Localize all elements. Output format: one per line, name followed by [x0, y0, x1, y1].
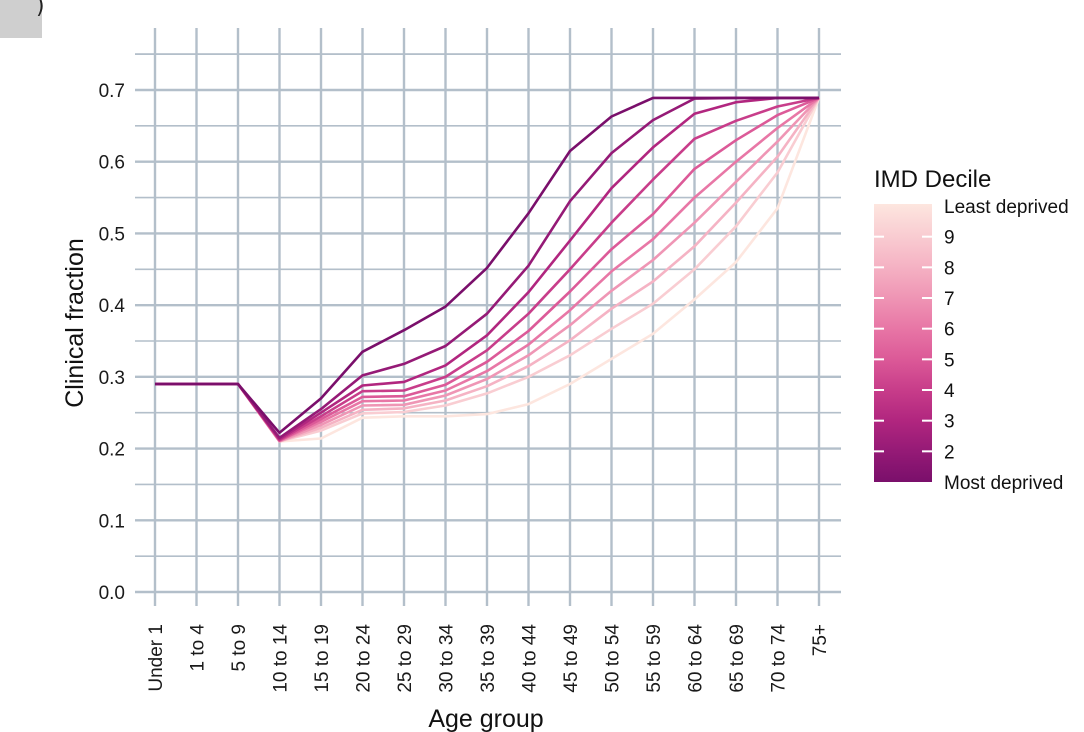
y-tick-label: 0.5	[99, 224, 125, 245]
legend-colorbar	[874, 204, 932, 482]
legend-label: 2	[944, 442, 955, 463]
x-tick-label: 75+	[810, 624, 831, 656]
y-tick-label: 0.3	[99, 368, 125, 389]
legend-label: 3	[944, 412, 955, 433]
x-tick-label: 60 to 64	[686, 624, 707, 693]
corner-glyph: )	[36, 0, 45, 19]
corner-mark	[0, 0, 42, 38]
x-tick-label: 10 to 14	[271, 624, 292, 693]
y-tick-label: 0.2	[99, 440, 125, 461]
x-tick-label: 35 to 39	[478, 624, 499, 693]
legend-label: 9	[944, 228, 955, 249]
y-tick-label: 0.6	[99, 153, 125, 174]
series-line	[155, 96, 819, 435]
legend-title: IMD Decile	[874, 166, 991, 193]
y-axis-title: Clinical fraction	[61, 238, 89, 408]
x-tick-label: 45 to 49	[561, 624, 582, 693]
y-tick-label: 0.4	[99, 296, 126, 317]
y-tick-labels: 0.0 0.1 0.2 0.3 0.4 0.5 0.6 0.7	[99, 81, 126, 604]
x-tick-label: 55 to 59	[644, 624, 665, 693]
x-tick-label: 15 to 19	[312, 624, 333, 693]
y-tick-label: 0.0	[99, 583, 125, 604]
x-tick-label: 40 to 44	[520, 624, 541, 693]
legend-label: Least deprived	[944, 197, 1069, 218]
x-tick-label: 65 to 69	[727, 624, 748, 693]
x-tick-label: 25 to 29	[395, 624, 416, 693]
legend-label: 6	[944, 320, 955, 341]
legend: IMD Decile Least deprived 9 8 7 6 5 4 3 2 Most de…	[874, 166, 1069, 494]
legend-label: 4	[944, 381, 955, 402]
x-tick-label: 20 to 24	[354, 624, 375, 693]
legend-label: 7	[944, 289, 955, 310]
x-tick-labels: Under 1 1 to 4 5 to 9 10 to 14 15 to 19 20 to…	[146, 624, 831, 693]
legend-label: 8	[944, 258, 955, 279]
x-tick-label: 5 to 9	[229, 624, 250, 672]
x-tick-label: Under 1	[146, 624, 167, 692]
x-tick-label: 1 to 4	[188, 624, 209, 672]
legend-labels: Least deprived 9 8 7 6 5 4 3 2 Most deprived	[874, 197, 1069, 494]
grid	[135, 28, 841, 606]
colorbar	[874, 204, 932, 482]
x-tick-label: 50 to 54	[603, 624, 624, 693]
legend-label: 5	[944, 350, 955, 371]
y-tick-label: 0.1	[99, 511, 125, 532]
x-tick-label: 30 to 34	[437, 624, 458, 693]
legend-label: Most deprived	[944, 473, 1063, 494]
series-lines	[155, 96, 821, 443]
y-tick-label: 0.7	[99, 81, 125, 102]
x-tick-label: 70 to 74	[769, 624, 790, 693]
x-axis-title: Age group	[428, 705, 543, 732]
